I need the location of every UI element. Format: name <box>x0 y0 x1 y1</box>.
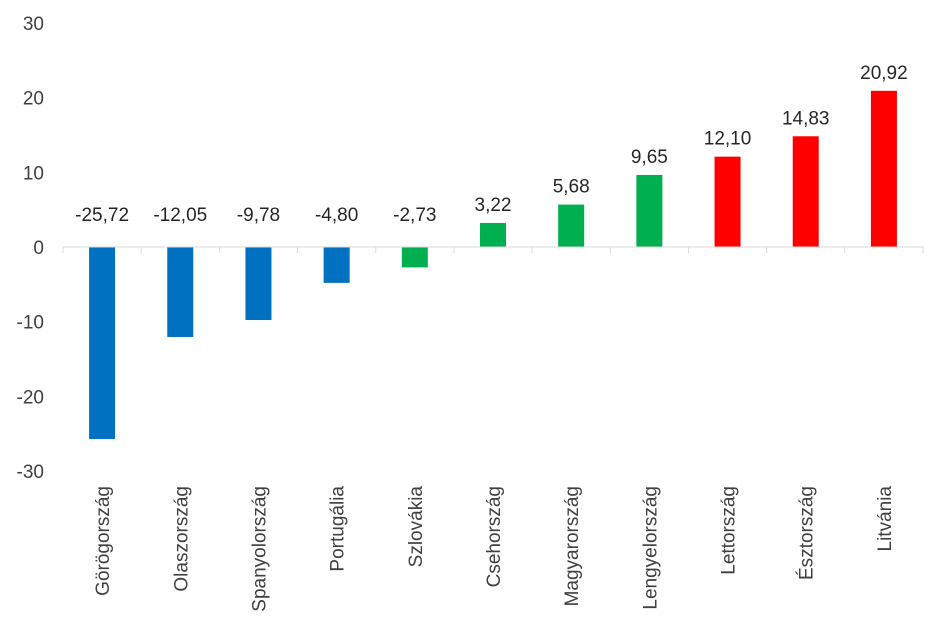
category-label: Szlovákia <box>406 486 427 568</box>
data-label: -25,72 <box>75 205 129 226</box>
bar <box>323 247 350 283</box>
y-tick-label: 20 <box>23 89 44 110</box>
y-tick-label: -10 <box>17 313 44 334</box>
bar <box>792 136 819 247</box>
data-label: -2,73 <box>393 205 436 226</box>
bar <box>401 247 428 268</box>
data-label: 9,65 <box>631 147 668 168</box>
bars <box>89 90 897 440</box>
data-labels: -25,72 -12,05 -9,78 -4,80 -2,73 3,22 5,68 9,65 1… <box>75 63 908 226</box>
bar <box>636 174 663 247</box>
category-label: Portugália <box>328 486 349 572</box>
y-tick-label: 10 <box>23 163 44 184</box>
data-label: 14,83 <box>782 108 830 129</box>
bar <box>870 90 897 247</box>
y-tick-label: -30 <box>17 462 44 483</box>
category-label: Észtország <box>797 486 818 580</box>
data-label: 5,68 <box>553 177 590 198</box>
y-tick-label: 30 <box>23 14 44 35</box>
category-label: Csehország <box>484 486 505 587</box>
bar <box>714 156 741 247</box>
category-label: Spanyolország <box>249 486 270 612</box>
category-label: Görögország <box>93 486 114 596</box>
category-label: Lettország <box>719 486 740 575</box>
bar <box>89 247 116 440</box>
category-label: Lengyelország <box>640 486 661 610</box>
y-tick-label: 0 <box>33 238 44 259</box>
data-label: -4,80 <box>315 205 358 226</box>
data-label: 20,92 <box>860 63 908 84</box>
category-tick-marks <box>62 247 924 253</box>
bar <box>245 247 272 321</box>
bar <box>480 222 506 247</box>
data-label: -9,78 <box>237 205 280 226</box>
category-label: Magyarország <box>562 486 583 606</box>
bar <box>167 247 194 337</box>
data-label: 3,22 <box>475 195 512 216</box>
data-label: 12,10 <box>704 129 752 150</box>
data-label: -12,05 <box>153 205 207 226</box>
y-axis-ticks: 30 20 10 0 -10 -20 -30 <box>17 14 44 483</box>
category-label: Olaszország <box>171 486 192 592</box>
y-tick-label: -20 <box>17 387 44 408</box>
category-labels: Görögország Olaszország Spanyolország Portu… <box>93 486 896 612</box>
category-label: Litvánia <box>875 486 896 552</box>
bar <box>558 204 585 247</box>
